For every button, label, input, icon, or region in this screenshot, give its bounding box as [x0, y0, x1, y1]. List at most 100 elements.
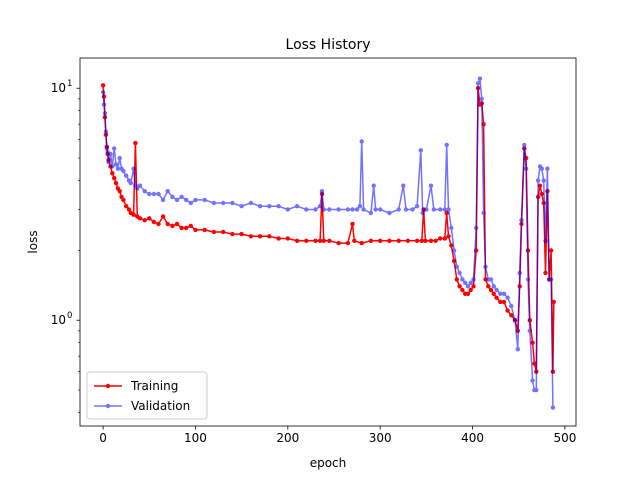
data-point-training: [267, 234, 272, 239]
data-point-validation: [401, 183, 406, 188]
data-point-training: [170, 223, 175, 229]
data-point-training: [156, 221, 161, 227]
data-point-training: [121, 197, 126, 203]
data-point-training: [126, 207, 132, 212]
data-point-validation: [165, 189, 170, 194]
data-point-validation: [188, 200, 193, 206]
data-point-training: [131, 212, 136, 217]
data-point-validation: [431, 207, 436, 212]
y-axis-label: loss: [26, 230, 40, 253]
data-point-validation: [100, 90, 106, 95]
legend-box: [86, 371, 208, 420]
data-point-validation: [179, 194, 184, 200]
data-point-training: [539, 191, 544, 197]
data-point-validation: [112, 146, 117, 151]
data-point-validation: [446, 207, 451, 212]
data-point-validation: [535, 178, 541, 183]
data-point-validation: [101, 102, 107, 107]
data-point-validation: [104, 146, 110, 151]
data-point-validation: [550, 405, 556, 410]
data-point-validation: [418, 148, 423, 153]
data-point-validation: [454, 264, 459, 269]
data-point-validation: [428, 183, 434, 188]
legend-dot: [105, 403, 111, 409]
data-point-validation: [548, 277, 554, 282]
series-layer: [100, 76, 556, 410]
data-point-training: [112, 175, 117, 181]
data-point-validation: [371, 183, 376, 188]
x-tick-label: 500: [553, 431, 576, 445]
data-point-validation: [479, 96, 484, 102]
data-point-validation: [137, 183, 143, 188]
data-point-validation: [115, 166, 121, 171]
data-point-validation: [457, 270, 462, 276]
data-point-training: [321, 238, 326, 243]
data-point-validation: [317, 204, 323, 209]
data-point-training: [433, 238, 438, 243]
data-point-validation: [184, 197, 189, 203]
data-point-training: [179, 225, 184, 231]
legend-label: Training: [130, 379, 178, 393]
data-point-training: [387, 238, 392, 243]
data-point-validation: [410, 207, 415, 212]
data-point-validation: [357, 204, 363, 209]
data-point-training: [471, 284, 476, 289]
data-point-training: [313, 238, 318, 243]
data-point-validation: [257, 204, 263, 209]
data-point-training: [359, 240, 364, 246]
data-point-training: [100, 83, 106, 88]
data-point-training: [336, 240, 341, 246]
legend-marker: [94, 403, 122, 409]
data-point-training: [165, 221, 170, 227]
plot-frame: [79, 57, 577, 427]
data-point-training: [294, 238, 300, 243]
data-point-validation: [522, 142, 527, 148]
data-point-validation: [354, 207, 360, 212]
data-point-validation: [102, 111, 108, 116]
data-point-validation: [117, 155, 122, 161]
data-point-validation: [313, 207, 318, 212]
data-point-validation: [471, 277, 476, 282]
data-point-validation: [151, 191, 157, 197]
data-point-training: [378, 238, 383, 243]
data-point-validation: [403, 207, 409, 212]
data-point-validation: [106, 160, 111, 165]
data-point-training: [193, 227, 198, 233]
data-point-training: [498, 299, 503, 305]
data-point-validation: [501, 291, 507, 296]
x-tick-label: 0: [99, 431, 107, 445]
data-point-training: [444, 210, 449, 216]
chart-title: Loss History: [286, 37, 371, 53]
data-point-training: [488, 287, 494, 293]
y-tick-label: 10: [51, 313, 66, 327]
data-point-training: [449, 243, 454, 248]
data-point-validation: [438, 207, 443, 212]
data-point-validation: [475, 81, 481, 86]
data-point-validation: [174, 197, 180, 203]
data-point-training: [532, 361, 537, 366]
data-point-validation: [491, 284, 496, 289]
data-point-validation: [509, 303, 514, 309]
data-point-training: [419, 238, 424, 243]
data-point-training: [350, 221, 355, 227]
data-point-training: [494, 295, 499, 300]
data-point-validation: [463, 280, 468, 285]
data-point-training: [352, 238, 357, 243]
data-point-training: [486, 284, 491, 289]
data-point-validation: [543, 238, 548, 243]
data-point-validation: [108, 151, 113, 157]
data-point-validation: [474, 225, 479, 231]
data-point-validation: [319, 189, 325, 194]
data-point-validation: [170, 194, 175, 200]
data-point-training: [142, 218, 147, 223]
data-point-validation: [517, 270, 522, 276]
data-point-validation: [336, 207, 341, 212]
data-point-training: [468, 287, 473, 293]
data-point-validation: [321, 207, 326, 212]
data-point-training: [491, 291, 496, 296]
data-point-training: [117, 189, 122, 194]
data-point-training: [457, 284, 462, 289]
data-point-validation: [468, 280, 473, 285]
data-point-validation: [345, 207, 351, 212]
